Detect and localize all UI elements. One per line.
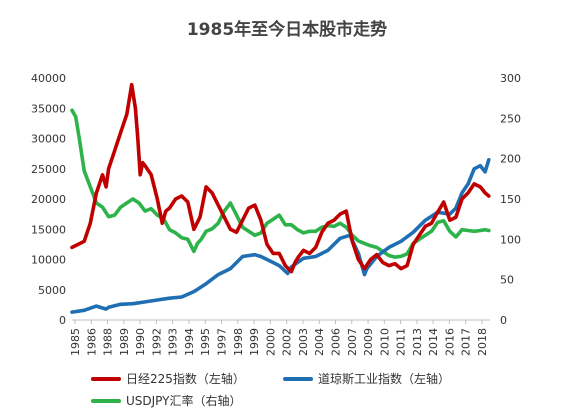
x-tick-label: 1995 [199, 328, 212, 356]
x-tick-label: 1988 [102, 328, 115, 356]
x-tick-label: 2002 [281, 328, 294, 356]
x-tick-label: 2013 [411, 328, 424, 356]
x-tick-label: 2007 [346, 328, 359, 356]
x-tick-label: 2017 [460, 328, 473, 356]
x-tick-label: 2004 [313, 328, 326, 356]
legend-label: USDJPY汇率（右轴） [126, 393, 241, 408]
y-right-tick-label: 150 [500, 193, 521, 206]
axes: 0500010000150002000025000300003500040000… [31, 72, 521, 356]
x-tick-label: 1999 [248, 328, 261, 356]
y-right-tick-label: 200 [500, 153, 521, 166]
y-left-tick-label: 35000 [31, 102, 66, 115]
series-line-2 [70, 108, 491, 259]
x-tick-label: 2011 [395, 328, 408, 356]
y-left-tick-label: 40000 [31, 72, 66, 85]
x-tick-label: 1990 [134, 328, 147, 356]
x-tick-label: 1997 [216, 328, 229, 356]
y-left-tick-label: 5000 [38, 284, 66, 297]
x-tick-label: 1992 [150, 328, 163, 356]
x-tick-label: 2014 [427, 328, 440, 356]
x-tick-label: 2016 [443, 328, 456, 356]
x-tick-label: 2010 [378, 328, 391, 356]
series-line-0 [70, 82, 491, 274]
x-tick-label: 2009 [362, 328, 375, 356]
x-tick-label: 2003 [297, 328, 310, 356]
x-tick-label: 2018 [476, 328, 489, 356]
y-left-tick-label: 20000 [31, 193, 66, 206]
legend: 日经225指数（左轴） 道琼斯工业指数（左轴） USDJPY汇率（右轴） [91, 371, 450, 408]
x-tick-label: 1985 [69, 328, 82, 356]
series-lines [70, 82, 491, 314]
x-tick-label: 2006 [329, 328, 342, 356]
legend-label: 道琼斯工业指数（左轴） [318, 371, 450, 386]
y-right-tick-label: 250 [500, 112, 521, 125]
y-left-tick-label: 15000 [31, 223, 66, 236]
chart-title: 1985年至今日本股市走势 [187, 19, 387, 40]
legend-label: 日经225指数（左轴） [126, 371, 245, 386]
x-tick-label: 1989 [118, 328, 131, 356]
y-right-tick-label: 0 [500, 314, 507, 327]
y-right-tick-label: 100 [500, 233, 521, 246]
x-tick-label: 2000 [264, 328, 277, 356]
y-left-tick-label: 10000 [31, 254, 66, 267]
x-tick-label: 1994 [183, 328, 196, 356]
x-tick-label: 1993 [167, 328, 180, 356]
x-tick-label: 1986 [85, 328, 98, 356]
y-right-tick-label: 50 [500, 274, 514, 287]
y-right-tick-label: 300 [500, 72, 521, 85]
y-left-tick-label: 30000 [31, 133, 66, 146]
y-left-tick-label: 0 [59, 314, 66, 327]
y-left-tick-label: 25000 [31, 163, 66, 176]
x-tick-label: 1998 [232, 328, 245, 356]
